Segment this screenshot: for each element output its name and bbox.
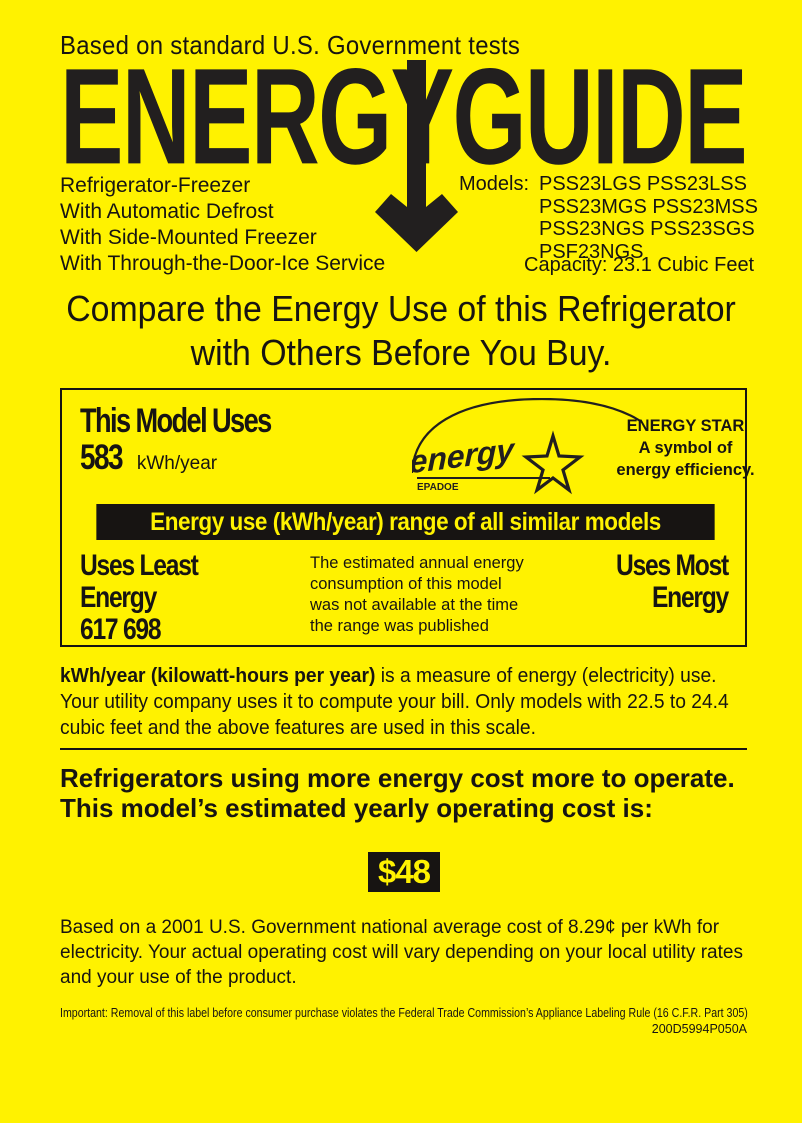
svg-text:energy: energy xyxy=(412,431,516,480)
svg-text:EPADOE: EPADOE xyxy=(417,482,459,493)
